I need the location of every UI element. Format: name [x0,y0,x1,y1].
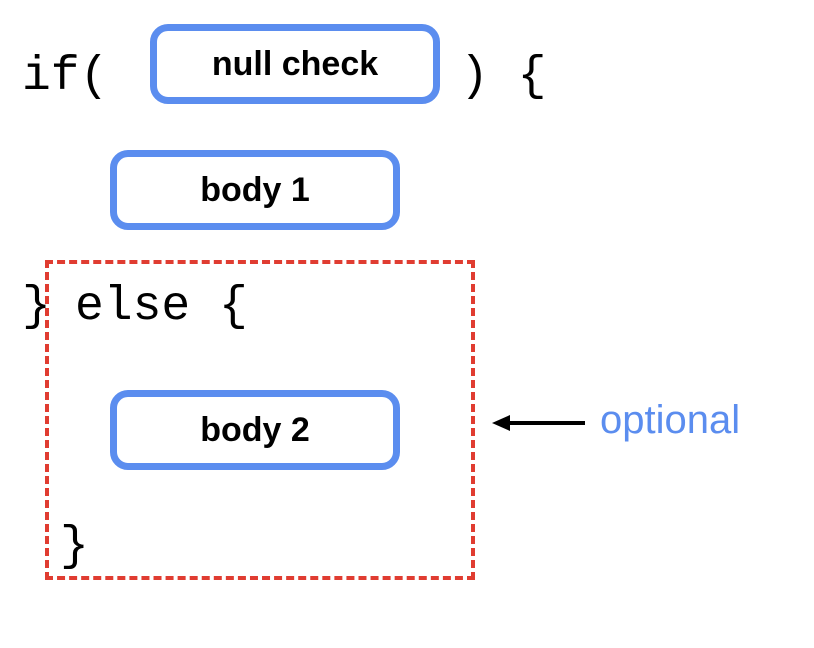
pill-body2-label: body 2 [200,411,310,450]
pill-body2: body 2 [110,390,400,470]
pill-null-check: null check [150,24,440,104]
pill-body1: body 1 [110,150,400,230]
optional-arrow [490,408,590,438]
code-close-brace-1: } [22,280,51,334]
pill-body1-label: body 1 [200,171,310,210]
pill-null-check-label: null check [212,45,378,84]
code-close-brace-2: } [60,520,89,574]
code-if-open: if( [22,50,108,104]
code-else-open: else { [75,280,248,334]
optional-label: optional [600,398,740,443]
code-paren-close-brace: ) { [460,50,546,104]
